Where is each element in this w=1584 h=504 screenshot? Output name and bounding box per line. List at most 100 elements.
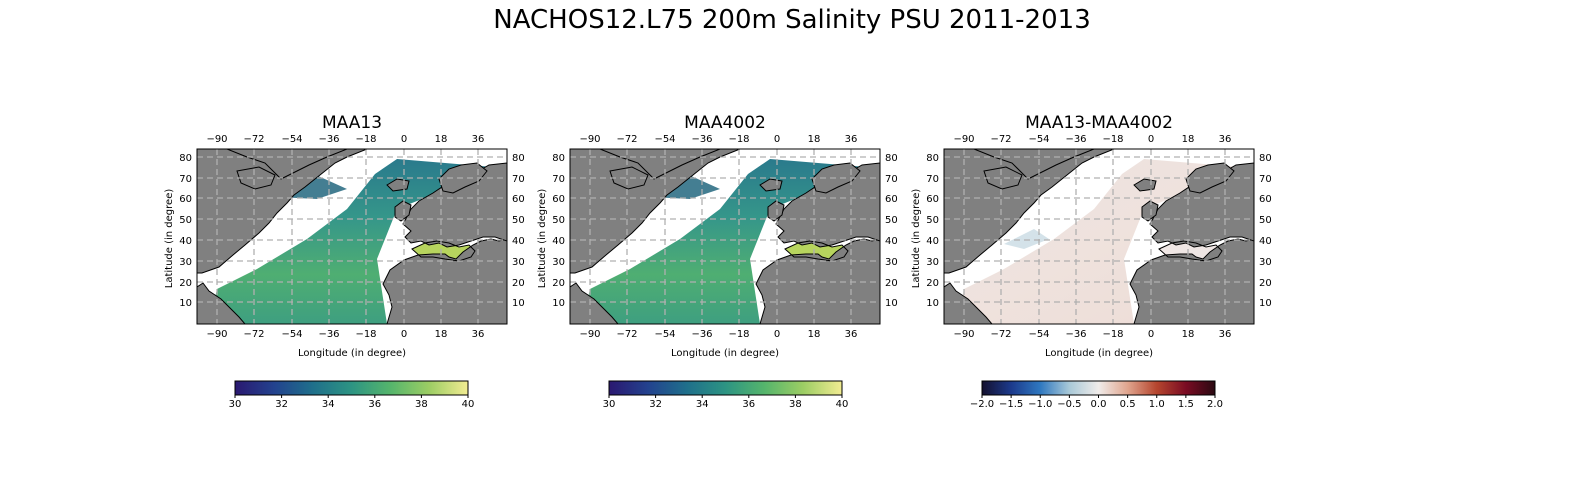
lat-tick-label-left: 80 (179, 153, 192, 164)
land-mass (775, 162, 880, 248)
lat-tick-label-left: 10 (926, 298, 939, 309)
lat-tick-label-left: 50 (552, 215, 565, 226)
figure-title: NACHOS12.L75 200m Salinity PSU 2011-2013 (493, 5, 1091, 35)
colorbar-tick-label: 2.0 (1207, 399, 1223, 410)
lat-tick-label-left: 20 (926, 278, 939, 289)
colorbar-tick-label: −0.5 (1057, 399, 1081, 410)
lat-tick-label-left: 40 (926, 236, 939, 247)
colorbar-tick-label: 30 (229, 399, 242, 410)
land-mass (382, 238, 507, 324)
lat-tick-label-left: 30 (926, 257, 939, 268)
lon-tick-label-top: −54 (1028, 134, 1049, 145)
lon-tick-label-bottom: −72 (616, 329, 637, 340)
lon-tick-label-bottom: −36 (318, 329, 339, 340)
lat-tick-label-right: 40 (1259, 236, 1272, 247)
lon-tick-label-bottom: 36 (1219, 329, 1232, 340)
colorbar-strip (981, 380, 1216, 396)
lat-tick-label-right: 60 (1259, 194, 1272, 205)
lat-tick-label-right: 50 (885, 215, 898, 226)
x-axis-label: Longitude (in degree) (1045, 348, 1153, 359)
lon-tick-label-bottom: 18 (1182, 329, 1195, 340)
colorbar-tick-label: 34 (322, 399, 335, 410)
lat-tick-label-right: 70 (1259, 174, 1272, 185)
lon-tick-label-top: −54 (281, 134, 302, 145)
lon-tick-label-top: −90 (579, 134, 600, 145)
lat-tick-label-right: 70 (512, 174, 525, 185)
lat-tick-label-right: 30 (1259, 257, 1272, 268)
land-mass (944, 282, 993, 324)
lat-tick-label-left: 40 (179, 236, 192, 247)
lon-tick-label-bottom: −54 (1028, 329, 1049, 340)
lat-tick-label-left: 70 (926, 174, 939, 185)
lon-tick-label-bottom: 18 (808, 329, 821, 340)
colorbar-diff: −2.0 −1.5 −1.0 −0.5 0.0 0.5 1.0 1.5 2.0 (970, 380, 1223, 410)
lat-tick-label-right: 50 (1259, 215, 1272, 226)
coastline-med (784, 240, 849, 262)
lon-tick-label-bottom: −54 (281, 329, 302, 340)
lon-tick-label-top: −18 (355, 134, 376, 145)
lon-tick-label-top: −54 (654, 134, 675, 145)
land-mass (1129, 238, 1254, 324)
lat-tick-label-left: 10 (552, 298, 565, 309)
x-axis-label: Longitude (in degree) (298, 348, 406, 359)
lat-tick-label-right: 80 (1259, 153, 1272, 164)
coastline-med (1158, 240, 1223, 262)
lat-tick-label-right: 20 (1259, 278, 1272, 289)
lon-tick-label-top: −36 (1065, 134, 1086, 145)
lat-tick-label-right: 10 (885, 298, 898, 309)
lon-tick-label-bottom: 0 (401, 329, 407, 340)
lat-tick-label-right: 10 (512, 298, 525, 309)
lat-tick-label-left: 20 (179, 278, 192, 289)
land-mass (1141, 200, 1159, 222)
lon-tick-label-top: 18 (1182, 134, 1195, 145)
colorbar-tick-label: 32 (275, 399, 288, 410)
y-axis-label: Latitude (in degree) (164, 189, 175, 289)
lat-tick-label-right: 10 (1259, 298, 1272, 309)
lat-tick-label-left: 70 (552, 174, 565, 185)
lon-tick-label-bottom: −36 (691, 329, 712, 340)
lon-tick-label-bottom: −72 (243, 329, 264, 340)
lat-tick-label-left: 30 (552, 257, 565, 268)
lon-tick-label-bottom: −90 (953, 329, 974, 340)
x-axis-label: Longitude (in degree) (671, 348, 779, 359)
lon-tick-label-top: 36 (845, 134, 858, 145)
lat-tick-label-left: 80 (926, 153, 939, 164)
lat-tick-label-right: 20 (885, 278, 898, 289)
lat-tick-label-left: 60 (179, 194, 192, 205)
colorbar-tick-label: −2.0 (970, 399, 994, 410)
colorbar-maa13: 30 32 34 36 38 40 (229, 380, 475, 410)
y-axis-label: Latitude (in degree) (537, 189, 548, 289)
ocean-field (582, 159, 866, 324)
land-mass (609, 166, 649, 190)
map-panel-maa4002: MAA4002 −90 −90 −72 −72 −54 −54 −36 −36 −18 −18 0 0 1… (537, 113, 898, 359)
lat-tick-label-left: 80 (552, 153, 565, 164)
map-body (570, 149, 880, 324)
colorbar-tick-label: 38 (789, 399, 802, 410)
lon-tick-label-top: −72 (243, 134, 264, 145)
colorbar-tick-label: 40 (462, 399, 475, 410)
map-frame (943, 148, 1255, 325)
map-title: MAA4002 (684, 113, 766, 133)
lon-tick-label-top: 18 (808, 134, 821, 145)
lon-tick-label-top: 0 (1148, 134, 1154, 145)
lat-tick-label-left: 50 (926, 215, 939, 226)
lon-tick-label-bottom: 0 (1148, 329, 1154, 340)
lon-tick-label-top: −18 (1102, 134, 1123, 145)
lon-tick-label-bottom: −90 (579, 329, 600, 340)
lat-tick-label-left: 20 (552, 278, 565, 289)
lat-tick-label-right: 50 (512, 215, 525, 226)
colorbar-tick-label: −1.5 (999, 399, 1023, 410)
colorbar-tick-label: −1.0 (1028, 399, 1052, 410)
lon-tick-label-top: 0 (401, 134, 407, 145)
map-frame (196, 148, 508, 325)
colorbar-tick-label: 0.0 (1091, 399, 1107, 410)
lon-tick-label-top: 0 (774, 134, 780, 145)
lat-tick-label-right: 20 (512, 278, 525, 289)
lon-tick-label-top: 36 (1219, 134, 1232, 145)
map-panel-diff: MAA13-MAA4002 −90 −90 −72 −72 −54 −54 −36 −36 −18… (911, 113, 1272, 359)
lon-tick-label-bottom: −54 (654, 329, 675, 340)
colorbar-strip (234, 380, 469, 396)
colorbar-tick-label: 36 (368, 399, 381, 410)
land-mass (197, 282, 246, 324)
